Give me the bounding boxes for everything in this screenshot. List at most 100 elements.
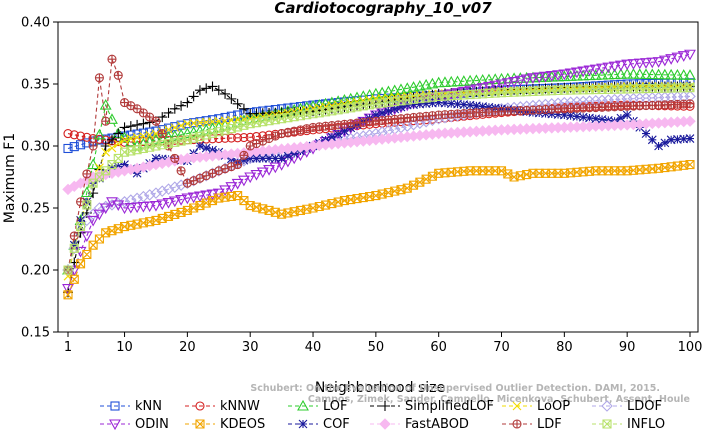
legend-item-knnw: kNNW [185, 399, 260, 414]
data-point [226, 133, 236, 143]
data-point [214, 134, 224, 144]
data-point [602, 62, 615, 74]
x-tick-label: 10 [116, 340, 133, 355]
series-inflo [63, 83, 695, 275]
x-tick-label: 100 [678, 340, 702, 355]
data-point [82, 200, 92, 210]
data-point [432, 76, 445, 88]
data-point [459, 100, 469, 109]
data-point [201, 143, 211, 153]
data-point [125, 121, 136, 132]
y-tick-label: 0.35 [21, 78, 50, 93]
data-point [99, 200, 112, 213]
data-point [138, 118, 149, 129]
data-point [200, 190, 213, 202]
legend-item-kdeos: KDEOS [185, 417, 265, 432]
data-point [428, 98, 437, 108]
data-point [614, 68, 627, 79]
data-point [640, 58, 652, 69]
data-point [170, 123, 180, 133]
data-point-cross [107, 55, 116, 64]
data-point [256, 167, 269, 179]
data-point [520, 74, 533, 86]
data-point-cross [101, 117, 110, 126]
series-line [67, 58, 691, 271]
x-tick-label: 80 [556, 340, 573, 355]
data-point [616, 113, 626, 123]
data-point [239, 155, 249, 165]
data-point [245, 154, 255, 163]
data-point [143, 201, 156, 213]
data-point [76, 140, 86, 150]
data-point [107, 143, 117, 153]
data-point [175, 195, 188, 206]
legend-swatch-marker [601, 400, 613, 412]
data-point [658, 68, 671, 80]
data-point-cross [95, 73, 104, 82]
data-point-cross [139, 108, 148, 117]
y-tick-label: 0.15 [21, 326, 50, 341]
data-point [421, 99, 431, 108]
data-point [82, 197, 92, 207]
legend-swatch-marker [109, 419, 121, 431]
data-point [396, 102, 406, 112]
data-point [685, 134, 695, 143]
data-point-cross [170, 154, 179, 163]
data-point [99, 203, 112, 215]
data-point [156, 199, 169, 211]
data-point [69, 130, 79, 140]
y-tick-label: 0.25 [21, 202, 50, 217]
watermark-line-2: Campos, Zimek, Sander, Campello, Micenko… [308, 394, 690, 405]
data-point-cross [126, 101, 135, 110]
data-point [101, 147, 111, 157]
data-point [237, 175, 250, 187]
data-point [118, 203, 131, 215]
data-point [483, 81, 495, 93]
data-point [553, 110, 563, 119]
data-point [666, 135, 676, 145]
x-tick-label: 40 [305, 340, 322, 355]
y-axis: 0.15 0.20 0.25 0.30 0.35 0.40 [21, 16, 58, 341]
data-point [402, 100, 412, 110]
data-point [225, 182, 238, 193]
x-tick-label: 1 [64, 340, 72, 355]
data-point [327, 132, 337, 142]
data-point [233, 133, 243, 143]
data-point [409, 100, 418, 109]
series-ldf [63, 54, 695, 275]
data-point [465, 100, 475, 110]
data-point [384, 106, 393, 116]
data-point [654, 141, 663, 151]
data-point [162, 197, 175, 209]
data-point [87, 208, 99, 220]
legend-item-odin: ODIN [100, 417, 169, 432]
y-tick-label: 0.20 [21, 264, 50, 279]
series-line [67, 164, 691, 296]
data-point [106, 134, 117, 145]
data-point [596, 63, 608, 75]
data-point [451, 75, 464, 87]
data-point [483, 73, 495, 85]
data-point [591, 114, 601, 124]
data-point [151, 154, 161, 163]
data-point [220, 88, 231, 99]
data-point [226, 93, 237, 104]
data-point [390, 104, 400, 114]
legend-label: LOF [323, 399, 348, 414]
data-point [182, 97, 193, 108]
data-point [82, 249, 92, 260]
x-axis-label: Neighborhood size [315, 380, 445, 396]
legend-label: LDOF [627, 399, 662, 414]
legend-label: LDF [537, 417, 562, 432]
data-point [677, 51, 690, 62]
data-point [478, 102, 488, 111]
data-point [439, 76, 451, 87]
data-point [621, 67, 634, 79]
data-point [533, 72, 546, 84]
data-point [231, 178, 244, 190]
data-point [641, 129, 651, 138]
x-tick-label: 50 [368, 340, 385, 355]
legend-label: kNNW [220, 399, 260, 414]
data-point [137, 190, 150, 203]
data-point [415, 99, 425, 109]
